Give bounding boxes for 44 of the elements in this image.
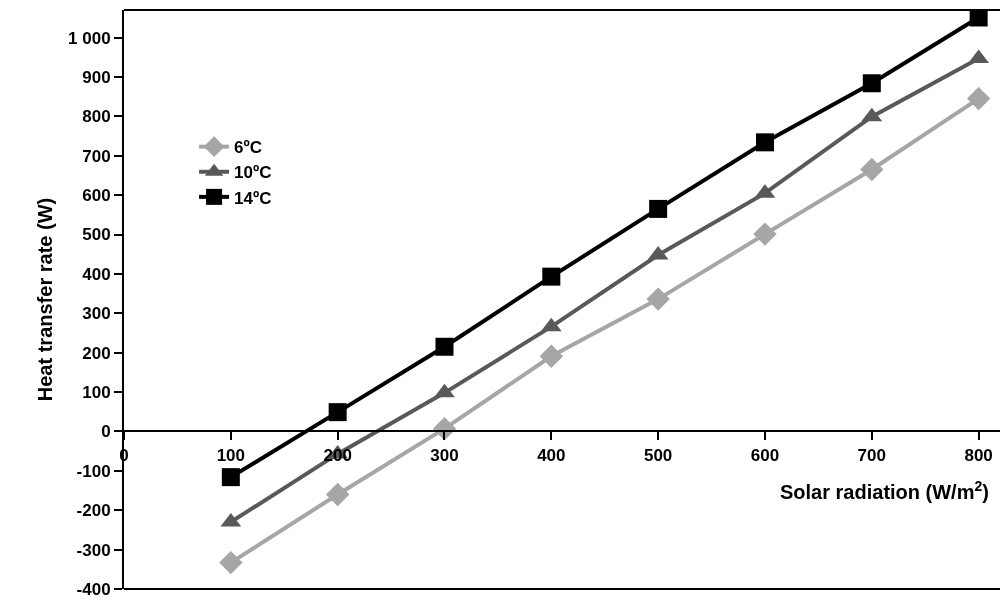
x-tick-label: 100	[216, 445, 246, 465]
point	[649, 199, 668, 218]
y-tick-label: 300	[82, 304, 111, 324]
point	[542, 267, 561, 286]
point	[969, 10, 988, 27]
legend-label: 14ºC	[234, 188, 272, 208]
legend-label: 10ºC	[234, 163, 272, 183]
y-axis-title: Heat transfer rate (W)	[34, 197, 57, 402]
y-tick-label: -300	[76, 540, 111, 560]
x-tick-label: 300	[430, 445, 459, 465]
point	[219, 550, 243, 575]
y-tick-label: 0	[101, 422, 111, 442]
point	[325, 482, 350, 507]
y-tick-label: 700	[82, 146, 111, 166]
point	[860, 157, 884, 182]
y-tick-label: 900	[82, 67, 111, 87]
x-tick-label: 200	[323, 445, 352, 465]
y-tick-label: 400	[82, 264, 111, 284]
legend-label: 6ºC	[234, 138, 263, 158]
y-tick-label: -200	[76, 501, 111, 521]
point	[966, 86, 991, 111]
x-tick-label: 600	[750, 445, 780, 465]
point	[862, 74, 881, 93]
y-tick-label: 600	[82, 186, 111, 206]
point	[753, 222, 777, 246]
point	[435, 337, 454, 356]
x-tick-label: 500	[643, 445, 673, 465]
y-tick-label: 100	[82, 383, 111, 403]
y-tick-label: 500	[82, 225, 111, 245]
y-tick-label: -100	[76, 461, 111, 481]
point	[646, 287, 670, 311]
point	[328, 403, 347, 422]
point	[539, 344, 564, 368]
y-tick-label: 800	[82, 107, 111, 127]
x-axis-title: Solar radiation (W/m$^{2}$)	[780, 478, 989, 504]
point	[755, 133, 774, 152]
y-tick-label: 200	[82, 343, 111, 363]
x-tick-label: 800	[964, 445, 993, 465]
x-tick-label: 400	[537, 445, 566, 465]
point	[434, 383, 455, 398]
y-tick-label: -400	[76, 579, 111, 599]
x-tick-label: 700	[857, 445, 886, 465]
y-tick-label: 1 000	[68, 28, 111, 48]
point	[221, 468, 240, 487]
